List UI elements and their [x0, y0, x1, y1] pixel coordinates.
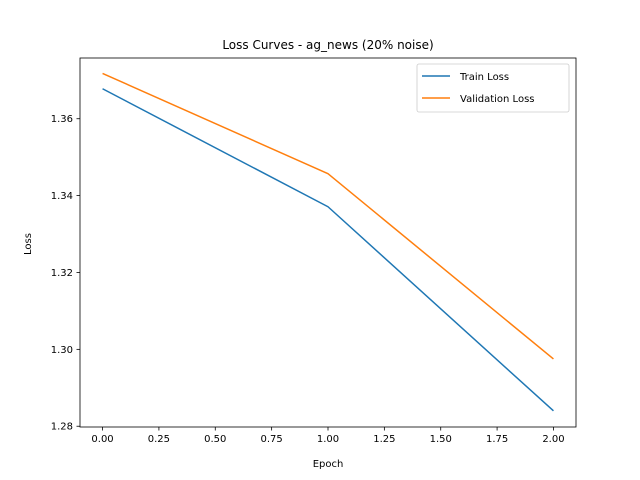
chart-title: Loss Curves - ag_news (20% noise) [222, 38, 433, 52]
y-axis-label: Loss [23, 233, 34, 255]
legend-box [416, 63, 570, 113]
plot-area: 0.00 0.25 0.50 0.75 1.00 1.25 1.50 1.75 2.00 1.28… [51, 57, 577, 445]
x-tick-label: 0.25 [148, 434, 170, 445]
y-tick-label: 1.34 [51, 191, 73, 202]
legend-label-0: Train Loss [459, 72, 509, 83]
y-tick-label: 1.36 [51, 114, 73, 125]
legend: Train Loss Validation Loss [416, 63, 570, 113]
y-tick-label: 1.30 [51, 345, 73, 356]
x-tick-label: 1.50 [430, 434, 452, 445]
x-tick-label: 0.00 [91, 434, 113, 445]
legend-label-1: Validation Loss [460, 94, 535, 105]
x-tick-label: 0.75 [261, 434, 283, 445]
x-tick-label: 2.00 [542, 434, 564, 445]
x-axis-label: Epoch [313, 459, 344, 470]
x-tick-label: 1.00 [317, 434, 339, 445]
y-tick-label: 1.28 [51, 422, 73, 433]
x-tick-label: 1.75 [486, 434, 508, 445]
x-tick-label: 0.50 [204, 434, 226, 445]
series-line-0 [102, 88, 554, 412]
y-tick-label: 1.32 [51, 268, 73, 279]
x-tick-label: 1.25 [373, 434, 395, 445]
series-line-1 [102, 72, 554, 360]
